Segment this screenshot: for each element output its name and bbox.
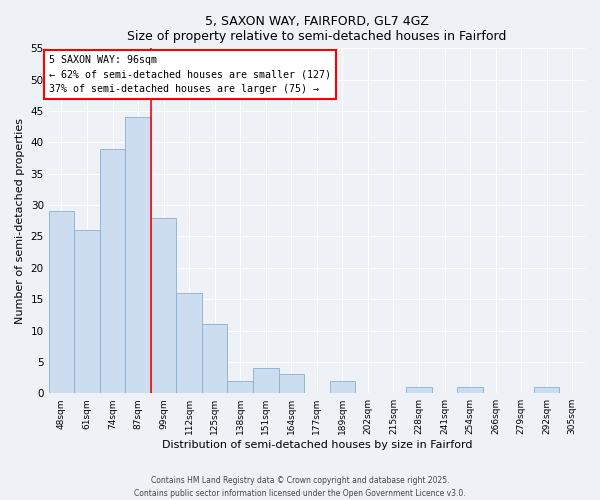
Bar (406, 387, 432, 393)
Y-axis label: Number of semi-detached properties: Number of semi-detached properties (15, 118, 25, 324)
Bar (457, 387, 483, 393)
Title: 5, SAXON WAY, FAIRFORD, GL7 4GZ
Size of property relative to semi-detached house: 5, SAXON WAY, FAIRFORD, GL7 4GZ Size of … (127, 15, 506, 43)
Bar (100, 148, 125, 393)
Bar (253, 368, 278, 393)
Bar (74, 230, 100, 393)
Bar (125, 118, 151, 393)
Bar (227, 380, 253, 393)
Bar (278, 374, 304, 393)
Bar (202, 324, 227, 393)
Bar (49, 212, 74, 393)
Bar (176, 293, 202, 393)
Bar (329, 380, 355, 393)
Text: Contains HM Land Registry data © Crown copyright and database right 2025.
Contai: Contains HM Land Registry data © Crown c… (134, 476, 466, 498)
Text: 5 SAXON WAY: 96sqm
← 62% of semi-detached houses are smaller (127)
37% of semi-d: 5 SAXON WAY: 96sqm ← 62% of semi-detache… (49, 54, 331, 94)
Bar (534, 387, 559, 393)
Bar (151, 218, 176, 393)
X-axis label: Distribution of semi-detached houses by size in Fairford: Distribution of semi-detached houses by … (161, 440, 472, 450)
